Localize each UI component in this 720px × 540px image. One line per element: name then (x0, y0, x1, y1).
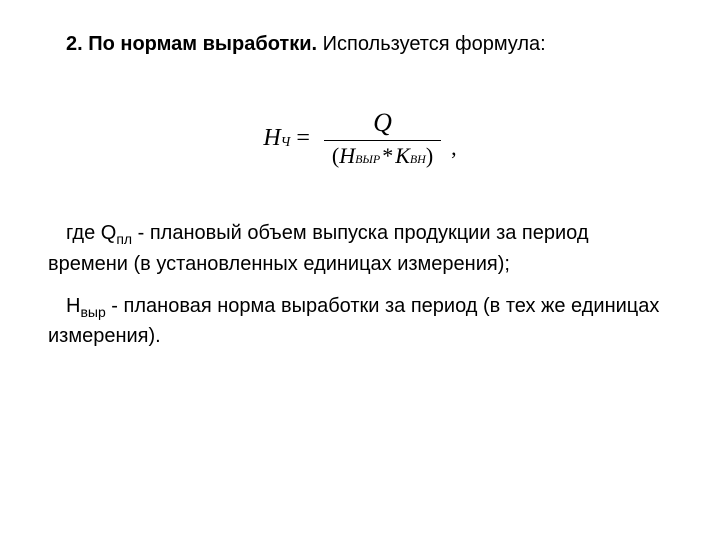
denom-sub2: ВН (410, 152, 426, 167)
denom-var2: К (395, 143, 410, 169)
para1-rest: - плановый объем выпуска продукции за пе… (48, 222, 589, 275)
equals-sign: = (296, 125, 310, 152)
multiply-sign: * (382, 143, 393, 169)
formula-lhs-var: Н (263, 125, 280, 152)
formula: НЧ = Q ( НВЫР * КВН ) , (48, 108, 672, 169)
formula-lhs-sub: Ч (281, 135, 291, 151)
section-heading: 2. По нормам выработки. Используется фор… (48, 30, 672, 58)
para2-prefix: Н (66, 295, 80, 317)
para1-sub: пл (116, 231, 132, 247)
paragraph-1: где Qпл - плановый объем выпуска продукц… (48, 219, 672, 278)
para2-rest: - плановая норма выработки за период (в … (48, 295, 659, 348)
denom-var1: Н (339, 143, 355, 169)
formula-fraction: Q ( НВЫР * КВН ) (324, 108, 441, 169)
trailing-comma: , (451, 135, 457, 161)
formula-lhs: НЧ = (263, 125, 316, 152)
heading-rest: Используется формула: (317, 33, 546, 55)
paren-close: ) (426, 143, 433, 169)
numerator: Q (365, 108, 400, 140)
denom-sub1: ВЫР (355, 152, 380, 167)
heading-bold-part: 2. По нормам выработки. (66, 33, 317, 55)
para2-sub: выр (80, 304, 105, 320)
para1-prefix: где Q (66, 222, 116, 244)
denominator: ( НВЫР * КВН ) (324, 140, 441, 169)
paragraph-2: Нвыр - плановая норма выработки за перио… (48, 292, 672, 351)
